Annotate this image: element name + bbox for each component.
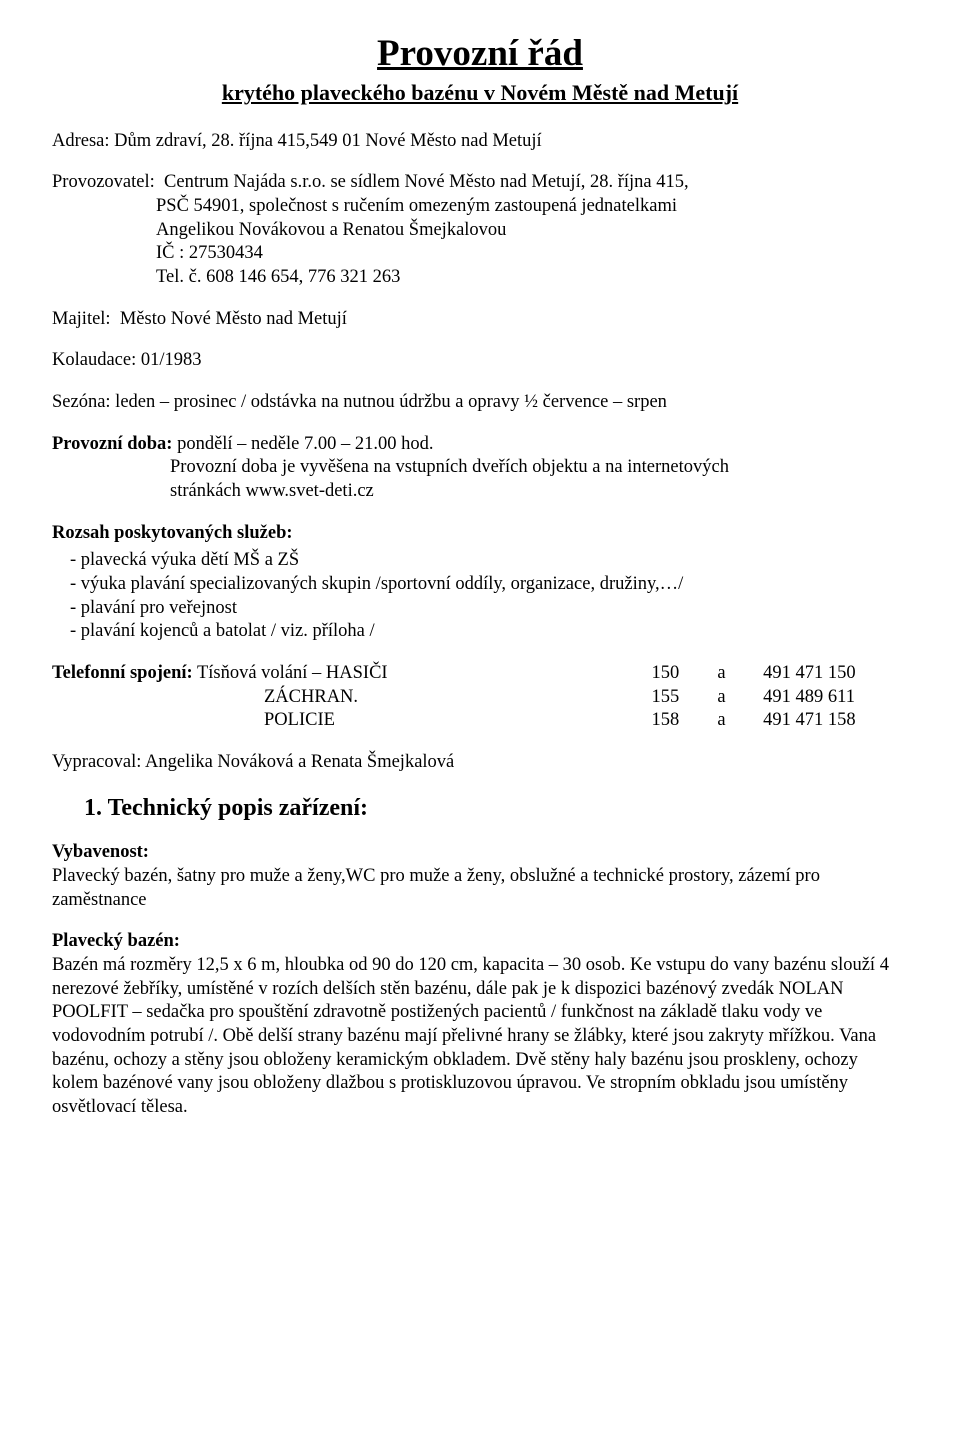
tel-sep: a [717, 662, 763, 686]
pool-block: Plavecký bazén: Bazén má rozměry 12,5 x … [52, 930, 908, 1119]
hours-note1: Provozní doba je vyvěšena na vstupních d… [52, 456, 908, 480]
owner-value: Město Nové Město nad Metují [120, 309, 347, 329]
operator-line1: Centrum Najáda s.r.o. se sídlem Nové Měs… [164, 172, 689, 192]
page-subtitle: krytého plaveckého bazénu v Novém Městě … [52, 79, 908, 107]
tel-full: 491 489 611 [763, 686, 908, 710]
address-line: Adresa: Dům zdraví, 28. října 415,549 01… [52, 130, 908, 154]
list-item: plavecká výuka dětí MŠ a ZŠ [52, 549, 908, 573]
list-item: plavání kojenců a batolat / viz. příloha… [52, 620, 908, 644]
tel-name: ZÁCHRAN. [52, 686, 652, 710]
table-row: Telefonní spojení: Tísňová volání – HASI… [52, 662, 908, 686]
author-value: Angelika Nováková a Renata Šmejkalová [145, 752, 454, 772]
table-row: POLICIE 158 a 491 471 158 [52, 709, 908, 733]
tel-short: 158 [652, 709, 718, 733]
page-title: Provozní řád [52, 30, 908, 77]
list-item: výuka plavání specializovaných skupin /s… [52, 573, 908, 597]
address-label: Adresa: [52, 131, 110, 151]
tel-name: POLICIE [52, 709, 652, 733]
pool-label: Plavecký bazén: [52, 930, 908, 954]
equip-text: Plavecký bazén, šatny pro muže a ženy,WC… [52, 865, 908, 912]
tel-sep: a [717, 686, 763, 710]
tel-label: Telefonní spojení: [52, 663, 193, 683]
equip-block: Vybavenost: Plavecký bazén, šatny pro mu… [52, 841, 908, 912]
owner-line: Majitel: Město Nové Město nad Metují [52, 308, 908, 332]
hours-line: Provozní doba: pondělí – neděle 7.00 – 2… [52, 433, 908, 457]
pool-text: Bazén má rozměry 12,5 x 6 m, hloubka od … [52, 954, 908, 1120]
tel-full: 491 471 158 [763, 709, 908, 733]
hours-block: Provozní doba: pondělí – neděle 7.00 – 2… [52, 433, 908, 504]
section-heading: 1. Technický popis zařízení: [84, 793, 908, 824]
operator-label: Provozovatel: [52, 172, 155, 192]
telephone-table: Telefonní spojení: Tísňová volání – HASI… [52, 662, 908, 733]
sezona-line: Sezóna: leden – prosinec / odstávka na n… [52, 391, 908, 415]
address-value: Dům zdraví, 28. října 415,549 01 Nové Mě… [114, 131, 542, 151]
hours-value: pondělí – neděle 7.00 – 21.00 hod. [177, 434, 433, 454]
operator-line3: Angelikou Novákovou a Renatou Šmejkalovo… [52, 219, 908, 243]
tel-intro: Tísňová volání – HASIČI [197, 663, 388, 683]
tel-sep: a [717, 709, 763, 733]
kolaudace-line: Kolaudace: 01/1983 [52, 349, 908, 373]
tel-short: 155 [652, 686, 718, 710]
operator-block: Provozovatel: Centrum Najáda s.r.o. se s… [52, 171, 908, 289]
tel-short: 150 [652, 662, 718, 686]
list-item: plavání pro veřejnost [52, 597, 908, 621]
author-line: Vypracoval: Angelika Nováková a Renata Š… [52, 751, 908, 775]
owner-label: Majitel: [52, 309, 111, 329]
hours-note2: stránkách www.svet-deti.cz [52, 480, 908, 504]
tel-full: 491 471 150 [763, 662, 908, 686]
operator-line2: PSČ 54901, společnost s ručením omezeným… [52, 195, 908, 219]
equip-label: Vybavenost: [52, 841, 908, 865]
table-row: ZÁCHRAN. 155 a 491 489 611 [52, 686, 908, 710]
operator-line5: Tel. č. 608 146 654, 776 321 263 [52, 266, 908, 290]
services-list: plavecká výuka dětí MŠ a ZŠ výuka plaván… [52, 549, 908, 644]
operator-line: Provozovatel: Centrum Najáda s.r.o. se s… [52, 171, 908, 195]
operator-line4: IČ : 27530434 [52, 242, 908, 266]
author-label: Vypracoval: [52, 752, 141, 772]
hours-label: Provozní doba: [52, 434, 172, 454]
services-label: Rozsah poskytovaných služeb: [52, 522, 908, 546]
